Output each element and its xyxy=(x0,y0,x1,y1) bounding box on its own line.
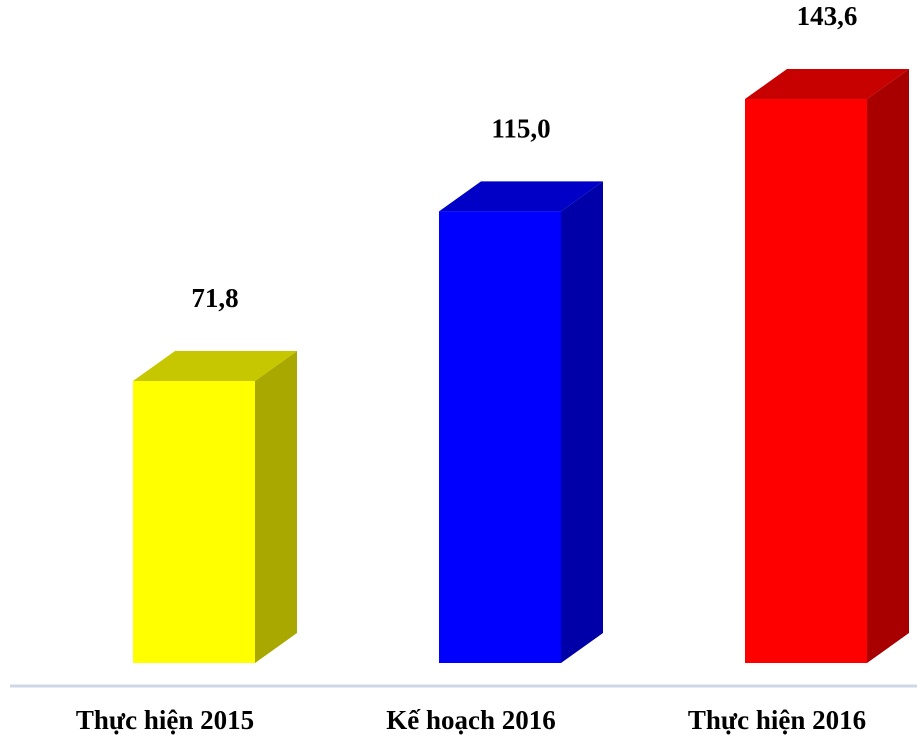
bar xyxy=(133,381,255,663)
value-label: 115,0 xyxy=(491,114,550,144)
x-tick-label: Thực hiện 2016 xyxy=(688,705,866,735)
bar-top xyxy=(439,181,603,212)
bar xyxy=(439,211,561,664)
bar-side xyxy=(561,181,603,664)
bar-side xyxy=(255,351,297,663)
x-tick-label: Thực hiện 2015 xyxy=(76,705,254,735)
x-tick-label: Kế hoạch 2016 xyxy=(386,705,556,735)
bar-top xyxy=(133,351,297,381)
value-label: 71,8 xyxy=(191,283,238,313)
bar-side xyxy=(867,69,909,663)
bar-top xyxy=(745,69,909,99)
value-label: 143,6 xyxy=(797,1,858,31)
bar xyxy=(745,99,867,663)
